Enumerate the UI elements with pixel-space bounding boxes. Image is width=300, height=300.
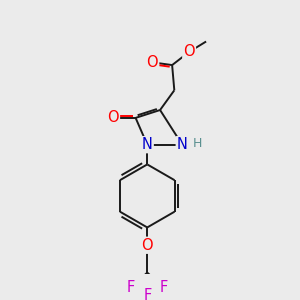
Text: O: O <box>141 238 153 253</box>
Text: N: N <box>142 137 153 152</box>
Text: O: O <box>147 55 158 70</box>
Text: N: N <box>177 137 188 152</box>
Text: F: F <box>143 288 152 300</box>
Text: H: H <box>193 137 202 150</box>
Text: F: F <box>160 280 168 295</box>
Text: O: O <box>183 44 195 59</box>
Text: O: O <box>107 110 119 125</box>
Text: F: F <box>126 280 134 295</box>
